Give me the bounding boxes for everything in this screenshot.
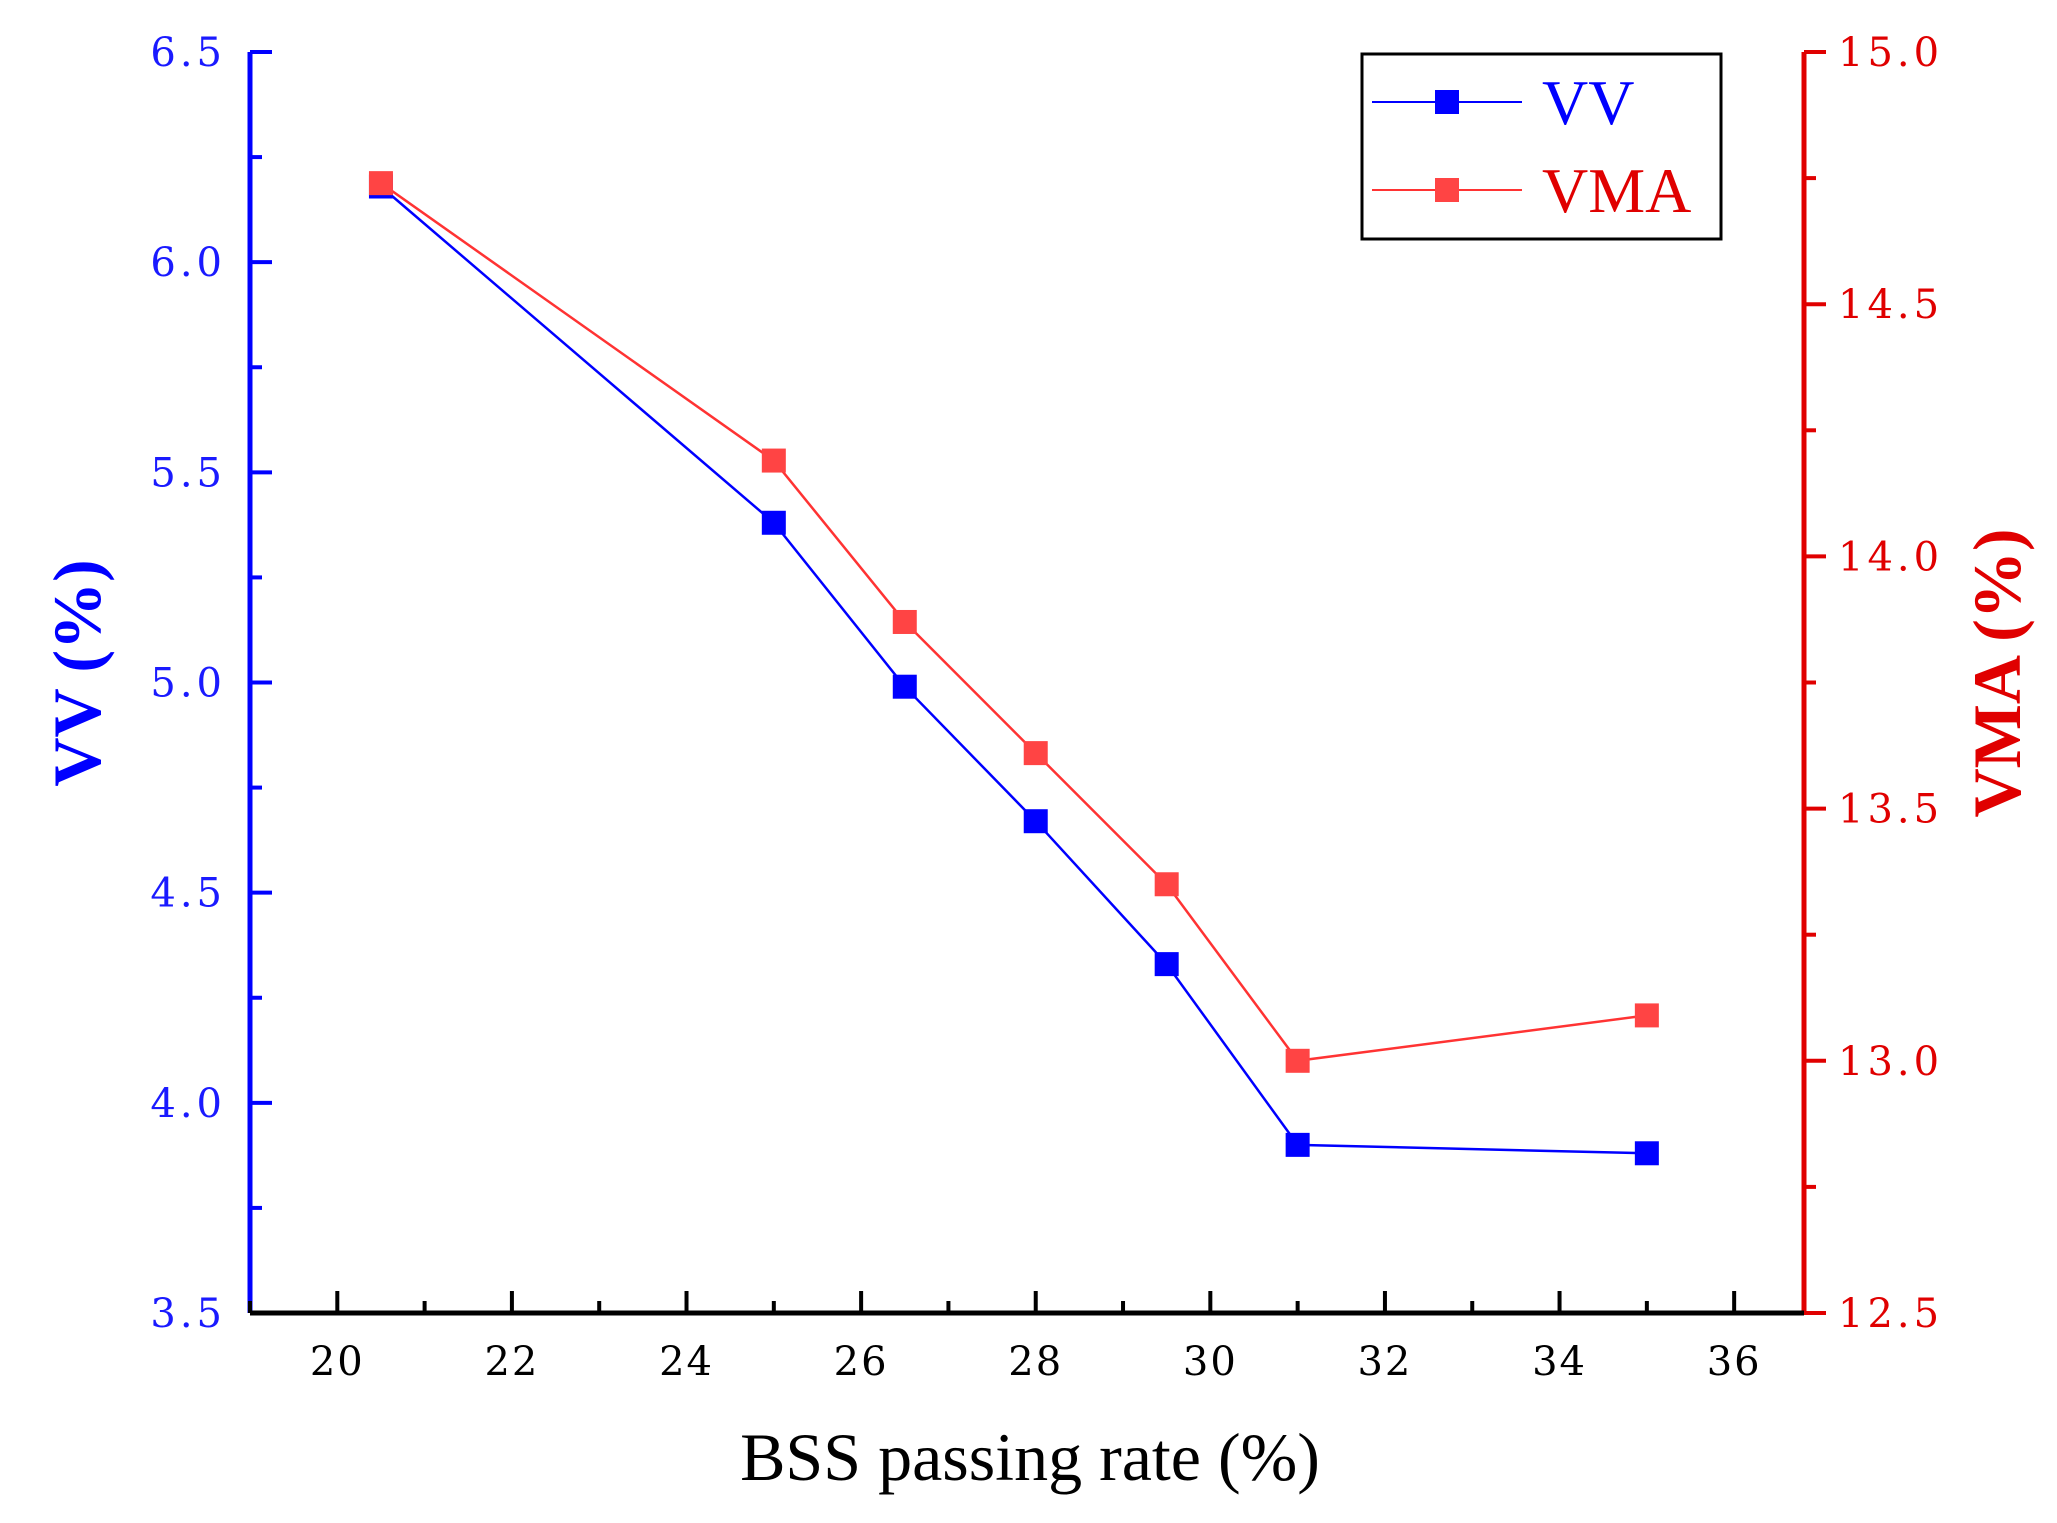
- right-y-axis-title: VMA (%): [1959, 529, 2035, 818]
- data-point-vma: [1024, 741, 1048, 765]
- x-axis-tick-label: 36: [1707, 1339, 1762, 1385]
- x-axis-tick-label: 26: [834, 1339, 889, 1385]
- legend-vv-label: VV: [1542, 67, 1634, 138]
- data-point-vma: [1635, 1003, 1659, 1027]
- left-axis-tick-label: 5.5: [150, 450, 226, 496]
- series-line-vma: [381, 183, 1647, 1061]
- right-axis-tick-label: 13.5: [1838, 787, 1943, 833]
- x-axis-title: BSS passing rate (%): [740, 1419, 1320, 1495]
- right-axis-tick-label: 14.5: [1838, 282, 1943, 328]
- left-axis-tick-label: 6.5: [150, 30, 226, 76]
- x-axis-tick-label: 24: [659, 1339, 714, 1385]
- left-y-axis-title: VV (%): [39, 559, 115, 786]
- x-axis-tick-label: 30: [1183, 1339, 1238, 1385]
- x-axis-tick-label: 34: [1532, 1339, 1587, 1385]
- data-point-vma: [893, 610, 917, 634]
- left-y-axis: 3.5 4.0 4.5 5.0 5.5 6.0 6.5: [150, 30, 272, 1337]
- data-point-vv: [893, 675, 917, 699]
- left-axis-tick-label: 4.0: [150, 1081, 226, 1127]
- data-point-vma: [762, 449, 786, 473]
- data-point-vv: [1024, 809, 1048, 833]
- left-axis-tick-label: 3.5: [150, 1291, 226, 1337]
- data-point-vv: [1286, 1133, 1310, 1157]
- right-axis-tick-label: 13.0: [1838, 1039, 1943, 1085]
- data-point-vma: [369, 171, 393, 195]
- legend-vma-marker: [1435, 178, 1459, 202]
- x-axis-tick-label: 32: [1357, 1339, 1412, 1385]
- left-axis-tick-label: 5.0: [150, 661, 226, 707]
- series-layer: [369, 171, 1659, 1165]
- chart: 3.5 4.0 4.5 5.0 5.5 6.0 6.5 12.5 13.0 13.5 14.0 14…: [0, 0, 2057, 1523]
- x-axis: 20 22 24 26 28 30 32 34 36: [250, 1291, 1804, 1385]
- data-point-vma: [1155, 872, 1179, 896]
- legend-vv-marker: [1435, 90, 1459, 114]
- left-axis-tick-label: 6.0: [150, 240, 226, 286]
- x-axis-tick-label: 22: [484, 1339, 539, 1385]
- x-axis-tick-label: 28: [1008, 1339, 1063, 1385]
- legend-vma-label: VMA: [1542, 155, 1691, 226]
- data-point-vv: [762, 511, 786, 535]
- data-point-vv: [1155, 952, 1179, 976]
- right-axis-tick-label: 15.0: [1838, 30, 1943, 76]
- data-point-vv: [1635, 1141, 1659, 1165]
- x-axis-tick-label: 20: [310, 1339, 365, 1385]
- series-line-vv: [381, 187, 1647, 1154]
- right-axis-tick-label: 14.0: [1838, 534, 1943, 580]
- data-point-vma: [1286, 1049, 1310, 1073]
- left-axis-tick-label: 4.5: [150, 871, 226, 917]
- right-y-axis: 12.5 13.0 13.5 14.0 14.5 15.0: [1804, 30, 1943, 1337]
- legend: VV VMA: [1362, 54, 1721, 239]
- right-axis-tick-label: 12.5: [1838, 1291, 1943, 1337]
